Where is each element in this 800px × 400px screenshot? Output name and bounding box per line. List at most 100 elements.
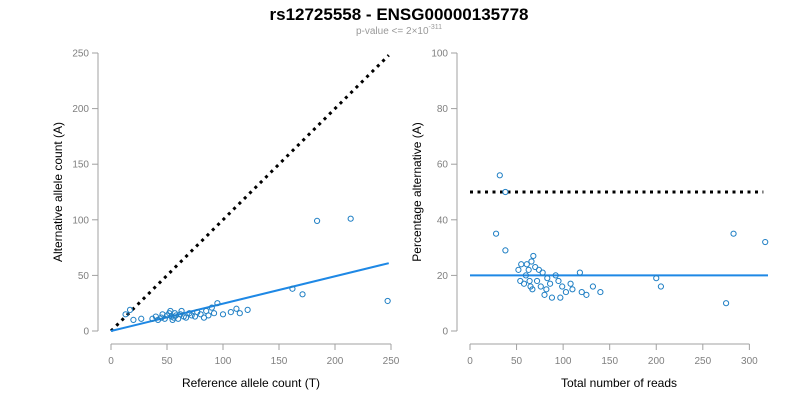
left-y-tick-label: 250 bbox=[72, 49, 89, 60]
subtitle-prefix: p-value <= 2 bbox=[356, 26, 412, 37]
right-data-point bbox=[562, 288, 570, 296]
left-data-point bbox=[219, 311, 227, 318]
subtitle-times: × bbox=[412, 26, 418, 37]
left-data-point bbox=[384, 297, 391, 305]
left-y-tick-label: 100 bbox=[72, 215, 89, 226]
left-x-tick-label: 250 bbox=[383, 356, 400, 367]
right-data-point bbox=[544, 275, 551, 282]
left-x-tick-label: 200 bbox=[327, 356, 344, 367]
left-y-tick-label: 50 bbox=[78, 271, 90, 282]
left-x-tick-label: 100 bbox=[215, 356, 232, 367]
right-x-tick-label: 50 bbox=[511, 356, 523, 367]
left-data-point bbox=[299, 291, 306, 298]
percentage-scatter-panel: 0 20 40 60 80 100 0 50 100 150 200 250 300 Total numb… bbox=[410, 49, 769, 390]
left-data-point bbox=[158, 314, 165, 321]
right-x-tick-label: 0 bbox=[467, 356, 473, 367]
left-data-point bbox=[205, 312, 212, 319]
left-y-axis-label: Alternative allele count (A) bbox=[51, 122, 65, 262]
left-y-tick-label: 200 bbox=[72, 104, 89, 115]
right-data-point bbox=[523, 261, 530, 268]
left-data-point bbox=[227, 308, 234, 316]
right-data-point bbox=[576, 269, 583, 276]
left-data-point bbox=[313, 217, 321, 225]
left-data-point bbox=[130, 316, 137, 323]
right-data-point bbox=[528, 258, 535, 265]
left-data-point bbox=[289, 285, 296, 292]
right-data-point bbox=[515, 266, 522, 273]
left-x-tick-label: 50 bbox=[161, 356, 173, 367]
right-data-point bbox=[533, 277, 541, 285]
right-data-point bbox=[597, 288, 604, 296]
right-y-tick-label: 80 bbox=[437, 104, 449, 115]
subtitle-exponent: -311 bbox=[429, 24, 443, 31]
right-data-point bbox=[722, 300, 730, 307]
left-data-point bbox=[244, 306, 251, 313]
right-data-point bbox=[583, 291, 590, 298]
left-x-tick-label: 150 bbox=[271, 356, 288, 367]
right-data-point bbox=[555, 277, 562, 285]
right-data-point bbox=[520, 280, 528, 287]
chart-subtitle: p-value <= 2×10-311 bbox=[356, 24, 442, 37]
left-data-point bbox=[126, 306, 134, 313]
left-data-point bbox=[197, 311, 204, 318]
right-data-point bbox=[543, 286, 550, 293]
right-data-point bbox=[496, 172, 503, 179]
right-data-point bbox=[552, 272, 559, 279]
left-data-point bbox=[182, 314, 190, 321]
left-data-point bbox=[214, 300, 221, 307]
right-data-point bbox=[657, 283, 665, 290]
left-data-point bbox=[210, 310, 218, 317]
left-data-point bbox=[188, 312, 195, 319]
right-data-point bbox=[653, 275, 660, 282]
left-data-point bbox=[178, 307, 185, 315]
left-data-point bbox=[138, 315, 145, 322]
right-data-point bbox=[730, 230, 737, 237]
left-data-point bbox=[208, 304, 215, 311]
right-data-point bbox=[518, 261, 525, 268]
right-x-tick-label: 200 bbox=[648, 356, 665, 367]
right-data-point bbox=[502, 188, 509, 196]
right-data-point bbox=[526, 277, 533, 285]
left-x-axis-label: Reference allele count (T) bbox=[182, 376, 320, 390]
right-data-point bbox=[537, 283, 544, 290]
left-data-point bbox=[122, 311, 129, 318]
right-x-tick-label: 250 bbox=[694, 356, 711, 367]
right-y-axis-label: Percentage alternative (A) bbox=[410, 122, 424, 261]
chart-title: rs12725558 - ENSG00000135778 bbox=[270, 5, 529, 24]
right-y-tick-label: 0 bbox=[442, 327, 448, 338]
right-data-point bbox=[541, 291, 548, 298]
right-x-tick-label: 100 bbox=[555, 356, 572, 367]
left-data-point bbox=[233, 305, 240, 312]
right-data-point bbox=[559, 283, 566, 290]
right-data-point bbox=[539, 269, 546, 276]
left-y-tick-label: 150 bbox=[72, 160, 89, 171]
right-data-point bbox=[569, 286, 576, 293]
right-data-point bbox=[525, 266, 532, 273]
right-data-point bbox=[578, 288, 585, 296]
right-data-point bbox=[557, 294, 564, 301]
right-data-point bbox=[522, 272, 529, 279]
right-data-point bbox=[762, 238, 769, 246]
right-y-tick-label: 60 bbox=[437, 160, 449, 171]
right-x-tick-label: 150 bbox=[601, 356, 618, 367]
right-data-point bbox=[567, 280, 574, 287]
left-data-point bbox=[347, 215, 354, 222]
right-y-tick-label: 20 bbox=[437, 271, 449, 282]
right-data-point bbox=[492, 230, 500, 237]
right-y-tick-label: 40 bbox=[437, 215, 449, 226]
right-data-point bbox=[548, 294, 556, 301]
right-data-point bbox=[529, 286, 536, 293]
left-reference-line bbox=[109, 54, 390, 333]
left-x-tick-label: 0 bbox=[108, 356, 114, 367]
right-data-point bbox=[589, 283, 597, 290]
left-y-tick-label: 0 bbox=[83, 327, 89, 338]
subtitle-base: 10 bbox=[417, 26, 429, 37]
right-x-axis-label: Total number of reads bbox=[561, 376, 677, 390]
left-fit-line bbox=[110, 262, 389, 332]
allele-count-scatter-panel: 0 50 100 150 200 250 0 50 100 150 200 250 Reference … bbox=[51, 49, 400, 391]
right-y-tick-label: 100 bbox=[431, 49, 448, 60]
right-data-point bbox=[502, 247, 509, 254]
right-data-point bbox=[530, 252, 537, 260]
right-x-tick-label: 300 bbox=[741, 356, 758, 367]
